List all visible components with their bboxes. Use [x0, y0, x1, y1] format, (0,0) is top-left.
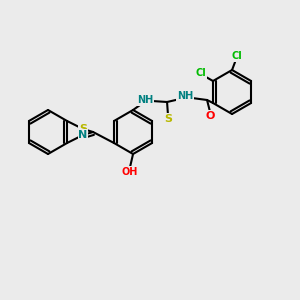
Text: Cl: Cl: [196, 68, 206, 78]
Text: N: N: [78, 130, 88, 140]
Text: S: S: [79, 124, 87, 134]
Text: Cl: Cl: [232, 51, 242, 61]
Text: NH: NH: [137, 95, 153, 105]
Text: NH: NH: [177, 91, 193, 101]
Text: O: O: [206, 111, 215, 121]
Text: OH: OH: [122, 167, 138, 177]
Text: S: S: [164, 114, 172, 124]
